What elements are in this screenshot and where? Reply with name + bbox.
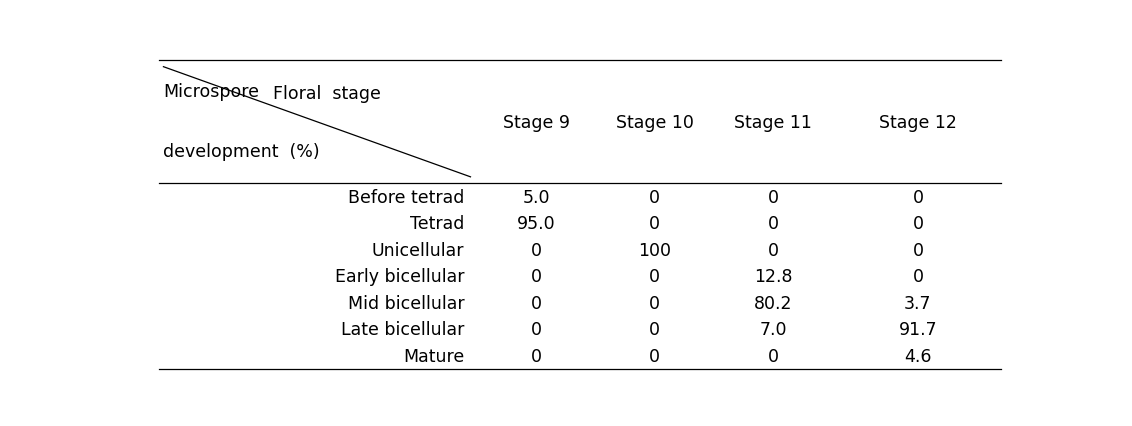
Text: 0: 0 bbox=[912, 215, 924, 233]
Text: 80.2: 80.2 bbox=[754, 294, 792, 312]
Text: Microspore: Microspore bbox=[163, 83, 259, 101]
Text: 0: 0 bbox=[650, 347, 660, 365]
Text: 0: 0 bbox=[650, 321, 660, 339]
Text: Unicellular: Unicellular bbox=[371, 241, 464, 259]
Text: Early bicellular: Early bicellular bbox=[335, 268, 464, 285]
Text: Stage 9: Stage 9 bbox=[503, 113, 569, 132]
Text: 0: 0 bbox=[767, 215, 779, 233]
Text: 0: 0 bbox=[650, 294, 660, 312]
Text: 3.7: 3.7 bbox=[904, 294, 932, 312]
Text: 0: 0 bbox=[650, 215, 660, 233]
Text: Stage 12: Stage 12 bbox=[878, 113, 957, 132]
Text: 95.0: 95.0 bbox=[517, 215, 556, 233]
Text: 0: 0 bbox=[912, 241, 924, 259]
Text: Stage 10: Stage 10 bbox=[616, 113, 694, 132]
Text: 4.6: 4.6 bbox=[904, 347, 932, 365]
Text: 0: 0 bbox=[650, 268, 660, 285]
Text: Floral  stage: Floral stage bbox=[273, 85, 381, 103]
Text: 0: 0 bbox=[767, 188, 779, 206]
Text: 0: 0 bbox=[912, 188, 924, 206]
Text: 91.7: 91.7 bbox=[899, 321, 937, 339]
Text: 7.0: 7.0 bbox=[760, 321, 787, 339]
Text: 12.8: 12.8 bbox=[754, 268, 792, 285]
Text: Stage 11: Stage 11 bbox=[735, 113, 812, 132]
Text: Before tetrad: Before tetrad bbox=[348, 188, 464, 206]
Text: Tetrad: Tetrad bbox=[410, 215, 464, 233]
Text: 0: 0 bbox=[650, 188, 660, 206]
Text: 0: 0 bbox=[531, 294, 542, 312]
Text: 0: 0 bbox=[767, 347, 779, 365]
Text: 100: 100 bbox=[638, 241, 671, 259]
Text: Mid bicellular: Mid bicellular bbox=[348, 294, 464, 312]
Text: 0: 0 bbox=[912, 268, 924, 285]
Text: development  (%): development (%) bbox=[163, 142, 320, 160]
Text: 0: 0 bbox=[531, 321, 542, 339]
Text: 0: 0 bbox=[531, 268, 542, 285]
Text: 0: 0 bbox=[531, 241, 542, 259]
Text: 0: 0 bbox=[531, 347, 542, 365]
Text: Mature: Mature bbox=[403, 347, 464, 365]
Text: 0: 0 bbox=[767, 241, 779, 259]
Text: 5.0: 5.0 bbox=[523, 188, 550, 206]
Text: Late bicellular: Late bicellular bbox=[341, 321, 464, 339]
